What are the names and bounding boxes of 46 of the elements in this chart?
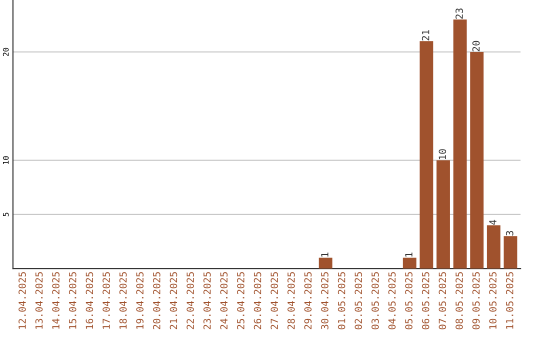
x-tick-label: 20.04.2025 bbox=[153, 272, 160, 330]
x-tick-label: 06.05.2025 bbox=[422, 272, 430, 330]
x-tick-label: 30.04.2025 bbox=[321, 272, 328, 330]
bar bbox=[318, 258, 332, 269]
x-tick-label: 03.05.2025 bbox=[372, 272, 379, 330]
x-tick-label: 14.04.2025 bbox=[52, 272, 60, 329]
bar bbox=[420, 41, 434, 269]
x-tick-label: 17.04.2025 bbox=[102, 272, 110, 329]
x-tick-label: 05.05.2025 bbox=[405, 272, 412, 330]
x-tick-label: 10.05.2025 bbox=[489, 272, 497, 329]
data-label: 21 bbox=[422, 30, 430, 40]
x-tick-label: 11.05.2025 bbox=[506, 272, 514, 329]
x-tick-label: 07.05.2025 bbox=[438, 272, 446, 330]
data-label: 23 bbox=[456, 8, 463, 19]
x-tick-label: 01.05.2025 bbox=[338, 272, 346, 330]
bar bbox=[504, 236, 518, 269]
data-label: 20 bbox=[472, 40, 480, 52]
x-tick-label: 04.05.2025 bbox=[388, 272, 396, 330]
data-label: 3 bbox=[506, 230, 514, 236]
x-tick-label: 08.05.2025 bbox=[456, 272, 463, 330]
x-tick-label: 09.05.2025 bbox=[472, 272, 480, 330]
data-label: 1 bbox=[321, 252, 328, 257]
x-tick-label: 29.04.2025 bbox=[304, 272, 312, 330]
data-label: 10 bbox=[438, 149, 446, 160]
x-tick-label: 24.04.2025 bbox=[220, 272, 228, 330]
data-label: 1 bbox=[405, 252, 412, 257]
bar bbox=[486, 225, 500, 269]
bar bbox=[436, 160, 450, 269]
x-tick-label: 12.04.2025 bbox=[18, 272, 26, 329]
data-label: 4 bbox=[489, 220, 496, 225]
x-tick-label: 22.04.2025 bbox=[186, 272, 194, 330]
x-tick-label: 27.04.2025 bbox=[270, 272, 278, 330]
x-tick-label: 19.04.2025 bbox=[136, 272, 144, 329]
x-tick-label: 16.04.2025 bbox=[86, 272, 94, 329]
bar bbox=[402, 258, 416, 269]
x-tick-label: 25.04.2025 bbox=[237, 272, 244, 330]
x-tick-label: 26.04.2025 bbox=[254, 272, 262, 330]
x-tick-label: 02.05.2025 bbox=[354, 272, 362, 330]
x-tick-label: 15.04.2025 bbox=[68, 272, 76, 329]
x-tick-label: 13.04.2025 bbox=[35, 272, 43, 329]
x-tick-label: 28.04.2025 bbox=[287, 272, 295, 330]
x-tick-label: 18.04.2025 bbox=[119, 272, 127, 329]
x-tick-label: 21.04.2025 bbox=[170, 272, 178, 330]
x-tick-label: 23.04.2025 bbox=[203, 272, 211, 330]
bar bbox=[470, 52, 484, 269]
bar bbox=[453, 19, 467, 269]
